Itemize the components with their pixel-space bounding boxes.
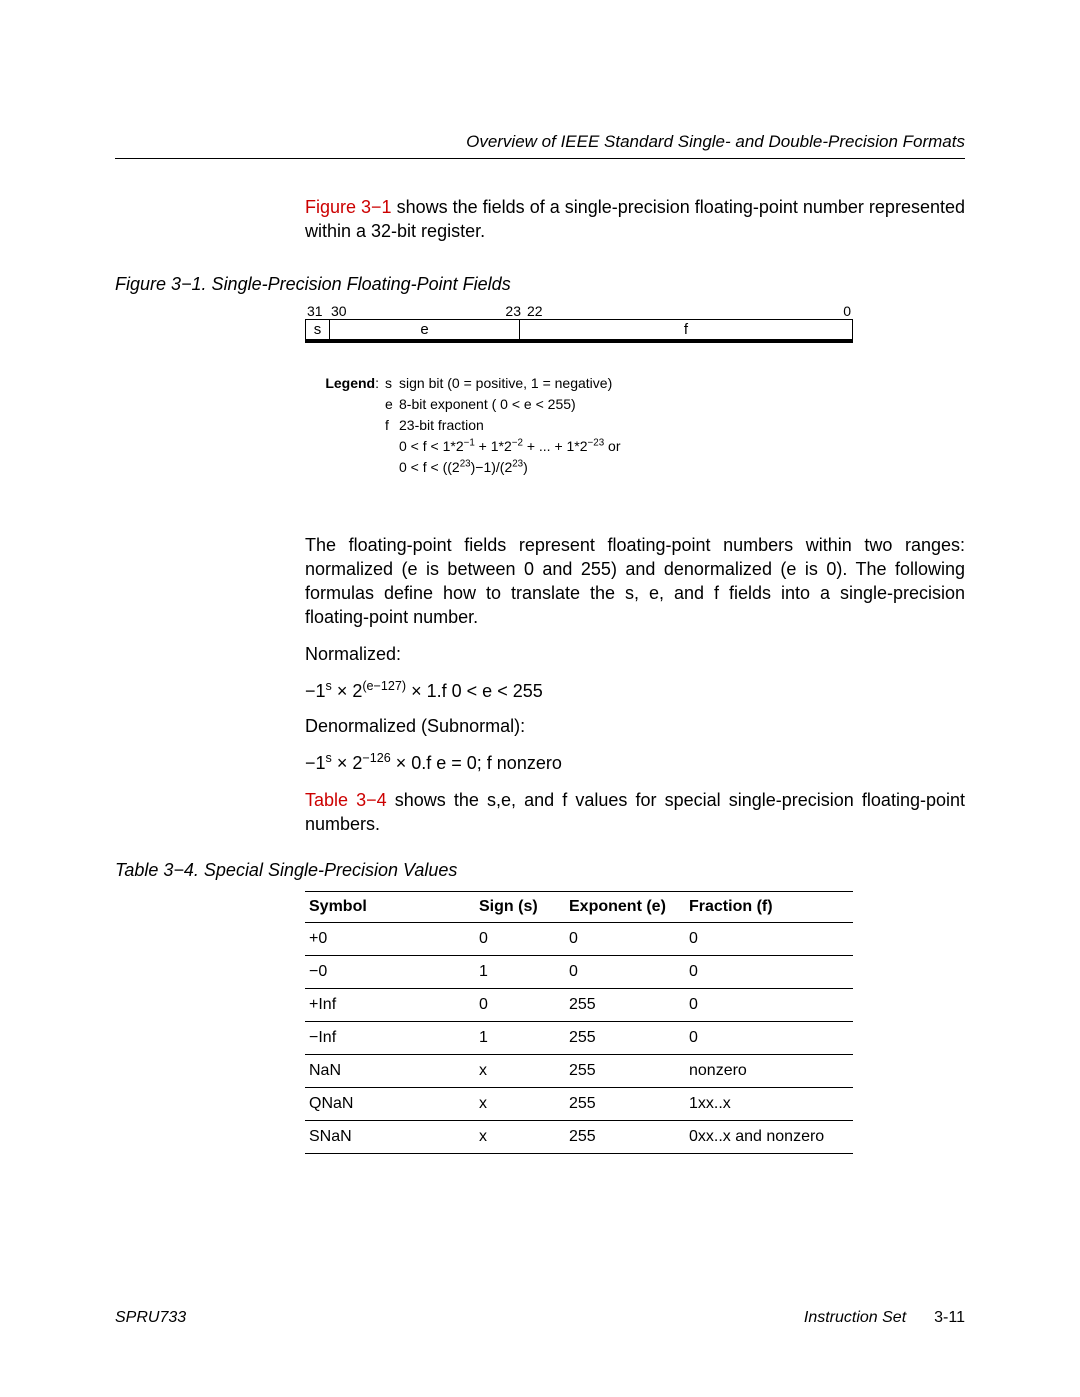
table-cell: 0 [685,923,853,956]
legend-desc-f: 23-bit fraction [399,415,853,436]
table-cell: x [475,1088,565,1121]
legend-sym-s: s [385,373,399,394]
bitfield-fraction: f [520,320,852,339]
table-link[interactable]: Table 3−4 [305,790,387,810]
col-fraction: Fraction (f) [685,892,853,923]
footer-chapter: Instruction Set [804,1309,906,1327]
table-cell: 0 [475,989,565,1022]
intro-text: shows the fields of a single-precision f… [305,197,965,241]
figure-legend: Legend: s sign bit (0 = positive, 1 = ne… [305,373,853,478]
table-cell: +0 [305,923,475,956]
legend-extra-2: 0 < f < ((223)−1)/(223) [399,457,853,478]
body-p2: Table 3−4 shows the s,e, and f values fo… [305,788,965,837]
legend-extra-1: 0 < f < 1*2−1 + 1*2−2 + ... + 1*2−23 or [399,436,853,457]
table-row: SNaNx2550xx..x and nonzero [305,1121,853,1154]
page-footer: SPRU733 Instruction Set 3-11 [115,1309,965,1327]
table-row: QNaNx2551xx..x [305,1088,853,1121]
table-cell: 1 [475,956,565,989]
table-row: −0100 [305,956,853,989]
table-cell: 0xx..x and nonzero [685,1121,853,1154]
bitpos-23: 23 [497,303,521,319]
legend-sym-f: f [385,415,399,436]
normalized-formula: −1s × 2(e−127) × 1.f 0 < e < 255 [305,679,965,702]
table-cell: 1 [475,1022,565,1055]
bitpos-31: 31 [307,303,331,319]
table-cell: +Inf [305,989,475,1022]
legend-desc-e: 8-bit exponent ( 0 < e < 255) [399,394,853,415]
legend-sym-e: e [385,394,399,415]
col-exponent: Exponent (e) [565,892,685,923]
bitfield-sign: s [306,320,330,339]
table-cell: 0 [685,956,853,989]
bitpos-0: 0 [545,303,851,319]
table-row: +Inf02550 [305,989,853,1022]
legend-label: Legend [325,375,375,391]
table-cell: SNaN [305,1121,475,1154]
bitfield-exponent: e [330,320,520,339]
denormalized-label: Denormalized (Subnormal): [305,716,965,737]
table-cell: −0 [305,956,475,989]
figure-link[interactable]: Figure 3−1 [305,197,392,217]
table-cell: x [475,1121,565,1154]
table-cell: 0 [565,956,685,989]
bitfield-row: s e f [305,319,853,343]
bitfield-figure: 31 30 23 22 0 s e f Legend: s sign bit (… [305,303,853,478]
table-cell: 255 [565,989,685,1022]
body-text: The floating-point fields represent floa… [305,533,965,837]
table-cell: 255 [565,1088,685,1121]
normalized-label: Normalized: [305,644,965,665]
footer-page: 3-11 [934,1309,965,1327]
header-rule [115,158,965,159]
footer-docid: SPRU733 [115,1309,186,1327]
col-symbol: Symbol [305,892,475,923]
legend-desc-s: sign bit (0 = positive, 1 = negative) [399,373,853,394]
table-title: Table 3−4. Special Single-Precision Valu… [115,860,965,881]
col-sign: Sign (s) [475,892,565,923]
figure-title: Figure 3−1. Single-Precision Floating-Po… [115,274,965,295]
table-row: NaNx255nonzero [305,1055,853,1088]
special-values-table: Symbol Sign (s) Exponent (e) Fraction (f… [305,891,853,1154]
bitpos-30: 30 [331,303,497,319]
table-cell: x [475,1055,565,1088]
table-cell: nonzero [685,1055,853,1088]
body-p1: The floating-point fields represent floa… [305,533,965,630]
page-header-title: Overview of IEEE Standard Single- and Do… [466,132,965,152]
table-cell: 0 [685,989,853,1022]
table-cell: 255 [565,1121,685,1154]
table-cell: 0 [685,1022,853,1055]
table-cell: −Inf [305,1022,475,1055]
table-cell: 0 [475,923,565,956]
table-row: +0000 [305,923,853,956]
table-cell: QNaN [305,1088,475,1121]
table-cell: 255 [565,1055,685,1088]
table-cell: NaN [305,1055,475,1088]
denormalized-formula: −1s × 2−126 × 0.f e = 0; f nonzero [305,751,965,774]
intro-paragraph: Figure 3−1 shows the fields of a single-… [305,195,965,244]
bit-position-labels: 31 30 23 22 0 [305,303,853,319]
table-cell: 255 [565,1022,685,1055]
table-cell: 1xx..x [685,1088,853,1121]
table-cell: 0 [565,923,685,956]
bitpos-22: 22 [521,303,545,319]
table-row: −Inf12550 [305,1022,853,1055]
